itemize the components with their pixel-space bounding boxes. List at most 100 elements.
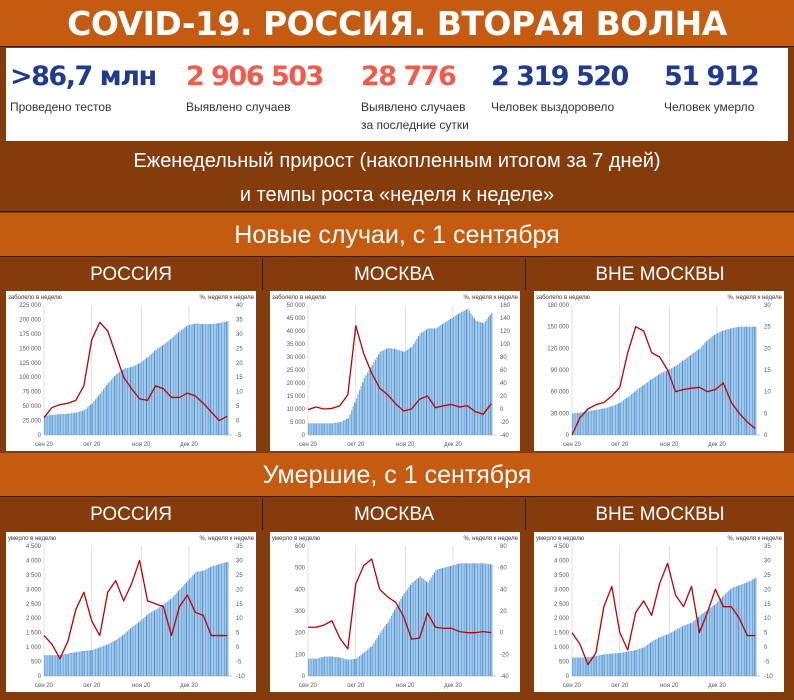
bar <box>619 402 621 435</box>
y2-tick-label: -20 <box>500 420 509 426</box>
bar <box>161 604 164 676</box>
bar <box>378 635 380 676</box>
bar <box>624 652 626 676</box>
region-outside-moscow: ВНЕ МОСКВЫ <box>595 504 725 525</box>
bar <box>115 374 117 435</box>
bar <box>176 333 178 435</box>
bar <box>323 656 326 676</box>
region-russia: РОССИЯ <box>0 258 263 290</box>
bar <box>190 324 192 435</box>
bar <box>216 323 218 435</box>
bar <box>583 412 585 435</box>
bar <box>643 647 645 676</box>
bar <box>605 654 607 676</box>
bar <box>432 328 434 435</box>
bar <box>118 637 121 676</box>
bar <box>88 650 90 676</box>
x-tick-label: окт 20 <box>611 683 629 689</box>
bar <box>181 587 183 676</box>
bar <box>441 324 444 435</box>
bar <box>594 410 596 435</box>
bar <box>173 596 175 676</box>
bar <box>227 321 229 435</box>
bar <box>355 398 357 435</box>
bar <box>136 364 138 435</box>
bar <box>138 363 140 435</box>
bar <box>346 418 348 435</box>
y-axis-label: заболело в неделю <box>272 295 326 301</box>
bar <box>732 327 735 435</box>
bar <box>697 616 700 676</box>
bar <box>753 578 755 676</box>
bar <box>702 613 704 676</box>
bar <box>187 325 189 435</box>
bar <box>433 328 436 435</box>
bar <box>688 356 690 435</box>
bar <box>196 571 199 676</box>
bar <box>368 370 370 435</box>
bar <box>311 423 313 435</box>
bar <box>731 328 733 435</box>
bar <box>96 397 98 435</box>
bar <box>726 329 728 435</box>
bar <box>622 400 625 435</box>
bar <box>77 412 79 435</box>
bar <box>90 650 92 676</box>
bar <box>161 345 164 435</box>
bar <box>414 341 416 435</box>
y-tick-label: 2 000 <box>554 616 570 622</box>
bar <box>48 655 50 676</box>
y2-tick-label: 40 <box>236 303 243 309</box>
bar <box>59 414 62 435</box>
y2-tick-label: 160 <box>500 303 511 309</box>
bar <box>211 324 213 435</box>
bar <box>470 563 472 676</box>
bar <box>203 570 205 676</box>
bar <box>98 395 100 435</box>
y-tick-label: 50 000 <box>23 404 42 410</box>
bar <box>330 656 332 676</box>
bar <box>720 598 722 676</box>
y-tick-label: 30 000 <box>551 411 570 417</box>
bar <box>696 350 698 435</box>
bar <box>460 312 463 435</box>
bar <box>422 331 424 435</box>
bar <box>130 367 132 435</box>
bar <box>683 625 685 676</box>
bar <box>333 656 335 676</box>
bar <box>430 577 432 676</box>
bar <box>66 413 68 435</box>
y-tick-label: 30 000 <box>287 355 306 361</box>
bar <box>478 321 480 435</box>
bar <box>755 326 757 435</box>
y2-axis-label: %, неделя к неделе <box>727 295 782 301</box>
bar <box>394 348 396 435</box>
y-tick-label: 500 <box>31 660 42 666</box>
y-tick-label: 50 000 <box>287 303 306 309</box>
bar <box>448 320 450 435</box>
bar <box>79 651 81 676</box>
bar <box>373 362 375 435</box>
bar <box>435 569 437 676</box>
bar <box>63 654 65 676</box>
y-tick-label: 35 000 <box>287 342 306 348</box>
y2-tick-label: 80 <box>500 355 507 361</box>
bar <box>715 603 717 676</box>
y-tick-label: 40 000 <box>287 329 306 335</box>
bar <box>417 336 420 435</box>
bar <box>629 651 631 676</box>
bar <box>374 359 377 435</box>
stat-cases-daily: 28 776 Выявлено случаев за последние сут… <box>361 60 481 134</box>
bar <box>227 561 229 676</box>
y-tick-label: 0 <box>38 674 42 680</box>
bar <box>355 658 357 676</box>
bar <box>715 333 717 435</box>
y2-tick-label: 15 <box>764 602 771 608</box>
y2-tick-label: 35 <box>764 544 771 550</box>
bar <box>744 326 746 435</box>
bar <box>314 423 316 435</box>
y2-tick-label: 0 <box>764 433 768 439</box>
bar <box>683 359 685 435</box>
bar <box>214 323 216 435</box>
bar <box>206 568 208 676</box>
